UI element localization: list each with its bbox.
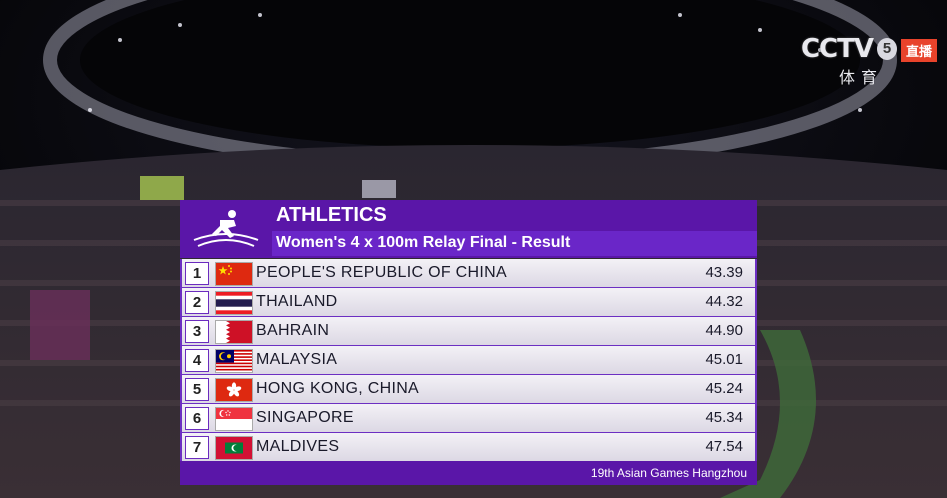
results-list: 1 PEOPLE'S REPUBLIC OF CHINA 43.39 2 THA… bbox=[180, 259, 757, 461]
result-time: 44.90 bbox=[705, 322, 743, 339]
games-name: 19th Asian Games Hangzhou bbox=[590, 466, 747, 480]
country-name: HONG KONG, CHINA bbox=[256, 380, 420, 397]
hong-kong-flag-icon bbox=[215, 378, 253, 402]
country-name: THAILAND bbox=[256, 293, 338, 310]
result-time: 43.39 bbox=[705, 264, 743, 281]
results-header: ATHLETICS Women's 4 x 100m Relay Final -… bbox=[180, 200, 757, 258]
results-footer: 19th Asian Games Hangzhou bbox=[180, 461, 757, 485]
thailand-flag-icon bbox=[215, 291, 253, 315]
rank-badge: 5 bbox=[185, 378, 209, 401]
country-name: PEOPLE'S REPUBLIC OF CHINA bbox=[256, 264, 507, 281]
result-row: 5 HONG KONG, CHINA 45.24 bbox=[182, 375, 755, 403]
result-time: 47.54 bbox=[705, 438, 743, 455]
rank-badge: 6 bbox=[185, 407, 209, 430]
result-time: 45.34 bbox=[705, 409, 743, 426]
rank-badge: 4 bbox=[185, 349, 209, 372]
rank-badge: 3 bbox=[185, 320, 209, 343]
maldives-flag-icon bbox=[215, 436, 253, 460]
bahrain-flag-icon bbox=[215, 320, 253, 344]
result-time: 45.24 bbox=[705, 380, 743, 397]
channel-number: 5 bbox=[876, 38, 897, 60]
rank-badge: 1 bbox=[185, 262, 209, 285]
channel-name: CCTV bbox=[800, 34, 874, 64]
result-row: 3 BAHRAIN 44.90 bbox=[182, 317, 755, 345]
country-name: MALAYSIA bbox=[256, 351, 338, 368]
result-time: 45.01 bbox=[705, 351, 743, 368]
event-title-bar: Women's 4 x 100m Relay Final - Result bbox=[272, 231, 757, 256]
country-name: BAHRAIN bbox=[256, 322, 330, 339]
result-time: 44.32 bbox=[705, 293, 743, 310]
country-name: MALDIVES bbox=[256, 438, 340, 455]
broadcaster-logo: CCTV 5 体育 直播 bbox=[800, 34, 937, 87]
sport-title: ATHLETICS bbox=[276, 204, 387, 226]
event-title: Women's 4 x 100m Relay Final - Result bbox=[276, 234, 571, 251]
china-flag-icon bbox=[215, 262, 253, 286]
result-row: 1 PEOPLE'S REPUBLIC OF CHINA 43.39 bbox=[182, 259, 755, 287]
athletics-icon bbox=[193, 210, 259, 247]
result-row: 2 THAILAND 44.32 bbox=[182, 288, 755, 316]
result-row: 4 MALAYSIA 45.01 bbox=[182, 346, 755, 374]
channel-sub-label: 体育 bbox=[838, 68, 883, 87]
singapore-flag-icon bbox=[215, 407, 253, 431]
rank-badge: 7 bbox=[185, 436, 209, 459]
live-badge: 直播 bbox=[900, 39, 937, 62]
malaysia-flag-icon bbox=[215, 349, 253, 373]
result-row: 7 MALDIVES 47.54 bbox=[182, 433, 755, 461]
result-row: 6 SINGAPORE 45.34 bbox=[182, 404, 755, 432]
rank-badge: 2 bbox=[185, 291, 209, 314]
country-name: SINGAPORE bbox=[256, 409, 354, 426]
results-panel: ATHLETICS Women's 4 x 100m Relay Final -… bbox=[180, 200, 757, 485]
